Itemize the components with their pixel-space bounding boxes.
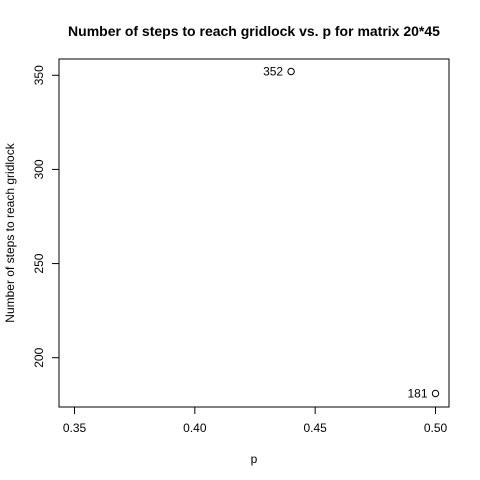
data-point-label: 181 [407,387,427,401]
plot-frame [58,58,450,408]
x-axis-label: p [251,452,258,466]
y-axis-label: Number of steps to reach gridlock [3,142,17,322]
data-point [287,67,295,76]
y-axis: 200 250 300 350 [32,65,60,368]
chart-title: Number of steps to reach gridlock vs. p … [68,23,440,39]
y-tick-label: 300 [32,159,46,179]
x-tick-label: 0.40 [183,421,207,435]
data-point [431,389,440,398]
data-points: 352 181 [263,65,440,401]
data-point-label: 352 [263,65,283,79]
y-tick-label: 250 [32,253,46,273]
y-tick-label: 350 [32,65,46,85]
x-tick-label: 0.50 [424,421,448,435]
x-tick-label: 0.35 [63,421,87,435]
x-axis: 0.35 0.40 0.45 0.50 [63,406,448,435]
y-tick-label: 200 [32,347,46,367]
x-tick-label: 0.45 [303,421,327,435]
